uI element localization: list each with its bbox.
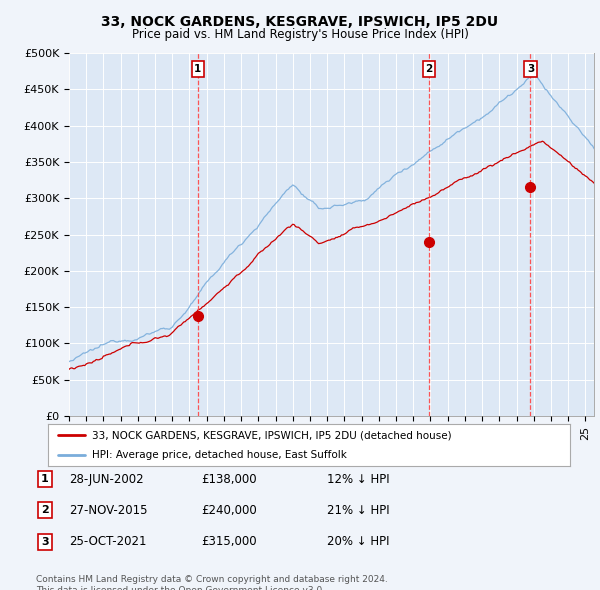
Text: 28-JUN-2002: 28-JUN-2002: [69, 473, 143, 486]
Text: HPI: Average price, detached house, East Suffolk: HPI: Average price, detached house, East…: [92, 450, 347, 460]
Text: 3: 3: [527, 64, 534, 74]
Text: 21% ↓ HPI: 21% ↓ HPI: [327, 504, 389, 517]
Text: 20% ↓ HPI: 20% ↓ HPI: [327, 535, 389, 548]
Text: 12% ↓ HPI: 12% ↓ HPI: [327, 473, 389, 486]
Text: 25-OCT-2021: 25-OCT-2021: [69, 535, 146, 548]
Text: £138,000: £138,000: [201, 473, 257, 486]
Text: 33, NOCK GARDENS, KESGRAVE, IPSWICH, IP5 2DU: 33, NOCK GARDENS, KESGRAVE, IPSWICH, IP5…: [101, 15, 499, 29]
Text: 3: 3: [41, 537, 49, 546]
Text: 2: 2: [425, 64, 433, 74]
Text: 27-NOV-2015: 27-NOV-2015: [69, 504, 148, 517]
Text: £240,000: £240,000: [201, 504, 257, 517]
Text: 1: 1: [194, 64, 202, 74]
Text: Price paid vs. HM Land Registry's House Price Index (HPI): Price paid vs. HM Land Registry's House …: [131, 28, 469, 41]
Text: £315,000: £315,000: [201, 535, 257, 548]
Text: 33, NOCK GARDENS, KESGRAVE, IPSWICH, IP5 2DU (detached house): 33, NOCK GARDENS, KESGRAVE, IPSWICH, IP5…: [92, 430, 452, 440]
Text: Contains HM Land Registry data © Crown copyright and database right 2024.
This d: Contains HM Land Registry data © Crown c…: [36, 575, 388, 590]
Text: 1: 1: [41, 474, 49, 484]
Text: 2: 2: [41, 506, 49, 515]
